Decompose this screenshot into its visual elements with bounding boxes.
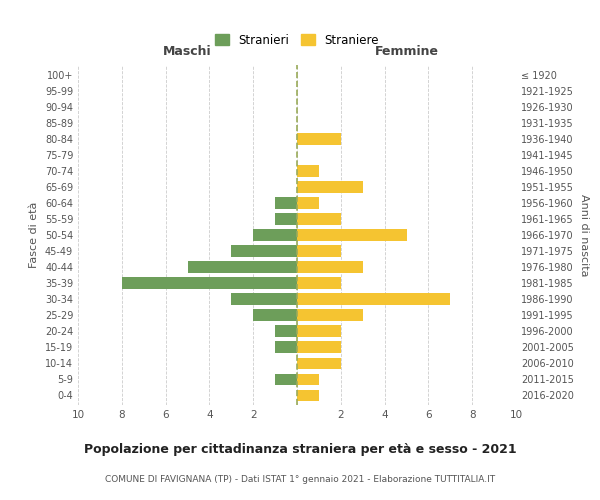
Bar [297, 326, 341, 337]
Bar [232, 246, 297, 257]
Text: COMUNE DI FAVIGNANA (TP) - Dati ISTAT 1° gennaio 2021 - Elaborazione TUTTITALIA.: COMUNE DI FAVIGNANA (TP) - Dati ISTAT 1°… [105, 475, 495, 484]
Bar [297, 165, 319, 176]
Bar [297, 229, 407, 241]
Bar [297, 246, 341, 257]
Bar [275, 326, 297, 337]
Legend: Stranieri, Straniere: Stranieri, Straniere [215, 34, 379, 46]
Bar [297, 358, 341, 369]
Bar [275, 342, 297, 353]
Bar [297, 390, 319, 401]
Bar [297, 213, 341, 224]
Bar [297, 133, 341, 144]
Bar [122, 278, 297, 289]
Bar [232, 294, 297, 305]
Bar [275, 197, 297, 208]
Bar [297, 294, 450, 305]
Bar [275, 374, 297, 385]
Text: Femmine: Femmine [374, 45, 439, 58]
Y-axis label: Anni di nascita: Anni di nascita [579, 194, 589, 276]
Bar [253, 310, 297, 321]
Bar [187, 262, 297, 273]
Bar [297, 181, 362, 192]
Bar [297, 262, 362, 273]
Bar [275, 213, 297, 224]
Y-axis label: Fasce di età: Fasce di età [29, 202, 39, 268]
Bar [297, 310, 362, 321]
Bar [297, 278, 341, 289]
Bar [297, 197, 319, 208]
Text: Popolazione per cittadinanza straniera per età e sesso - 2021: Popolazione per cittadinanza straniera p… [83, 442, 517, 456]
Bar [297, 374, 319, 385]
Text: Maschi: Maschi [163, 45, 212, 58]
Bar [253, 229, 297, 241]
Bar [297, 342, 341, 353]
